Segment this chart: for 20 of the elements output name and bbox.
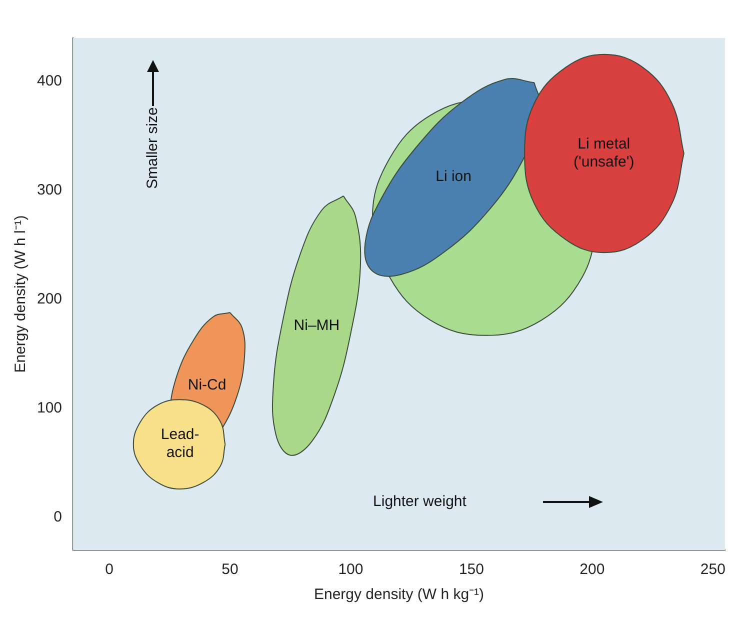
series-label: Li metal ('unsafe') xyxy=(573,136,634,171)
x-tick-label: 150 xyxy=(458,561,484,578)
y-tick-label: 400 xyxy=(36,72,62,90)
x-tick-label: 0 xyxy=(105,561,114,578)
x-axis-title: Energy density (W h kg⁻¹) xyxy=(314,586,484,604)
y-tick-label: 300 xyxy=(36,182,62,199)
x-tick-label: 250 xyxy=(700,561,726,578)
y-tick-label: 0 xyxy=(54,508,62,526)
series-label: Li ion xyxy=(436,168,472,185)
y-axis-title: Energy density (W h l⁻¹) xyxy=(12,215,30,373)
x-tick-label: 50 xyxy=(222,561,238,578)
series-label: Ni–MH xyxy=(294,316,340,334)
annotation: Lighter weight xyxy=(373,493,468,510)
annotation: Smaller size xyxy=(144,107,162,189)
x-tick-label: 200 xyxy=(580,561,605,578)
x-tick-label: 100 xyxy=(338,561,364,578)
series-label: Lead-acid xyxy=(160,426,200,462)
y-tick-label: 200 xyxy=(36,290,62,308)
y-tick-label: 100 xyxy=(36,400,62,417)
series-label: Ni-Cd xyxy=(188,376,226,394)
